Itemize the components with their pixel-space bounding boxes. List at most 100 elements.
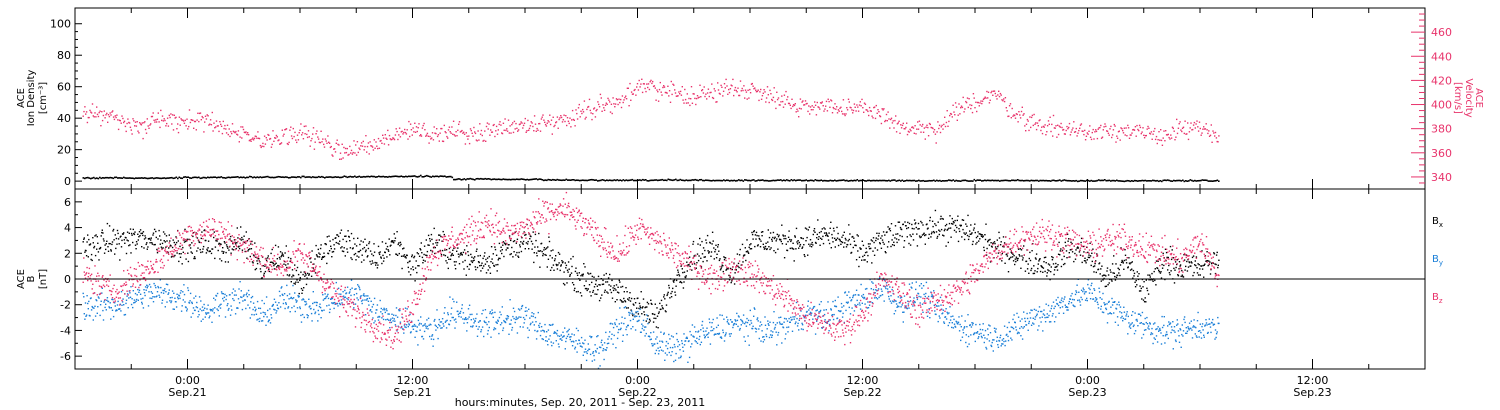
bx-point-1258 xyxy=(790,240,792,243)
velocity-point-1245 xyxy=(1133,128,1135,131)
bx-point-1598 xyxy=(981,234,983,236)
bx-point-1546 xyxy=(952,223,954,225)
bx-point-371 xyxy=(291,276,293,278)
density-point-522 xyxy=(865,180,868,182)
by-point-147 xyxy=(165,291,167,293)
bx-point-1627 xyxy=(997,252,1000,254)
velocity-point-312 xyxy=(345,151,348,154)
by-point-502 xyxy=(364,314,367,316)
bx-point-1039 xyxy=(666,293,669,295)
bx-point-1718 xyxy=(1048,264,1051,266)
bx-point-543 xyxy=(387,250,390,252)
bx-point-278 xyxy=(238,247,241,250)
bx-point-1013 xyxy=(652,313,654,315)
by-point-542 xyxy=(387,313,389,315)
density-point-154 xyxy=(313,176,316,179)
by-point-385 xyxy=(299,306,301,308)
bx-point-707 xyxy=(480,270,482,272)
by-point-5 xyxy=(85,315,87,317)
bx-point-1664 xyxy=(1018,254,1020,256)
bx-point-1464 xyxy=(906,227,908,230)
velocity-point-725 xyxy=(694,97,696,100)
by-point-336 xyxy=(271,305,273,307)
bx-point-1478 xyxy=(913,219,916,221)
density-point-46 xyxy=(151,177,154,179)
bx-point-169 xyxy=(177,240,179,242)
bx-point-123 xyxy=(151,243,154,245)
bx-point-14 xyxy=(90,258,92,261)
velocity-point-227 xyxy=(274,137,276,139)
by-point-759 xyxy=(509,299,511,301)
density-point-652 xyxy=(1060,180,1063,182)
velocity-point-27 xyxy=(105,114,107,116)
by-point-43 xyxy=(106,297,109,299)
by-point-819 xyxy=(543,330,545,332)
bx-point-1864 xyxy=(1131,268,1133,270)
by-point-770 xyxy=(515,316,517,318)
by-point-442 xyxy=(331,302,333,304)
velocity-point-445 xyxy=(458,123,460,125)
density-point-22 xyxy=(115,176,118,179)
velocity-point-586 xyxy=(576,118,579,120)
by-point-396 xyxy=(305,301,307,303)
bx-point-1018 xyxy=(655,317,657,320)
velocity-point-1168 xyxy=(1068,126,1070,129)
density-point-641 xyxy=(1044,179,1046,182)
bx-point-1092 xyxy=(696,253,699,255)
bx-point-465 xyxy=(344,235,346,237)
top-panel-points xyxy=(82,78,1220,183)
velocity-point-788 xyxy=(747,89,749,91)
bx-point-490 xyxy=(358,256,360,258)
bx-point-915 xyxy=(597,289,599,291)
bx-point-1887 xyxy=(1143,301,1146,303)
velocity-point-12 xyxy=(92,115,94,117)
bx-point-1667 xyxy=(1020,267,1022,269)
bx-point-972 xyxy=(629,292,631,294)
bx-point-1905 xyxy=(1154,279,1156,282)
bx-point-922 xyxy=(601,294,603,296)
velocity-point-100 xyxy=(166,117,169,119)
bx-point-727 xyxy=(491,258,493,260)
velocity-point-1135 xyxy=(1040,129,1042,132)
bx-point-731 xyxy=(493,265,496,267)
bx-point-1584 xyxy=(973,227,975,229)
bx-point-1309 xyxy=(818,231,821,234)
bx-point-510 xyxy=(369,260,371,263)
by-point-259 xyxy=(228,307,230,310)
bx-point-594 xyxy=(416,252,418,254)
bx-point-1797 xyxy=(1093,271,1095,273)
bx-point-1471 xyxy=(909,244,912,246)
bx-point-1919 xyxy=(1161,267,1164,269)
bx-point-875 xyxy=(574,270,577,273)
velocity-point-292 xyxy=(328,142,331,144)
density-point-686 xyxy=(1111,179,1114,182)
bx-point-1799 xyxy=(1094,262,1096,265)
velocity-point-1046 xyxy=(965,100,967,103)
velocity-point-704 xyxy=(676,95,678,97)
bx-point-1486 xyxy=(918,228,920,230)
density-point-409 xyxy=(696,179,698,181)
by-point-847 xyxy=(558,335,561,337)
density-point-241 xyxy=(444,175,446,177)
by-point-462 xyxy=(342,291,344,293)
density-point-336 xyxy=(586,179,589,182)
bx-point-1195 xyxy=(754,234,757,236)
bx-point-633 xyxy=(438,239,440,241)
density-point-32 xyxy=(130,177,133,179)
by-point-153 xyxy=(168,289,170,291)
bx-point-112 xyxy=(145,243,147,246)
velocity-point-652 xyxy=(632,93,634,95)
density-point-490 xyxy=(817,179,820,182)
bx-point-686 xyxy=(468,268,470,270)
bx-point-1829 xyxy=(1111,280,1113,282)
bx-point-857 xyxy=(564,262,566,264)
density-point-161 xyxy=(324,177,326,179)
bx-point-894 xyxy=(585,280,587,282)
by-point-638 xyxy=(441,327,443,329)
velocity-point-152 xyxy=(210,124,213,126)
velocity-point-497 xyxy=(501,132,504,135)
bx-point-126 xyxy=(153,244,155,246)
by-point-729 xyxy=(492,316,494,318)
velocity-point-495 xyxy=(500,124,502,126)
by-point-337 xyxy=(272,304,274,307)
